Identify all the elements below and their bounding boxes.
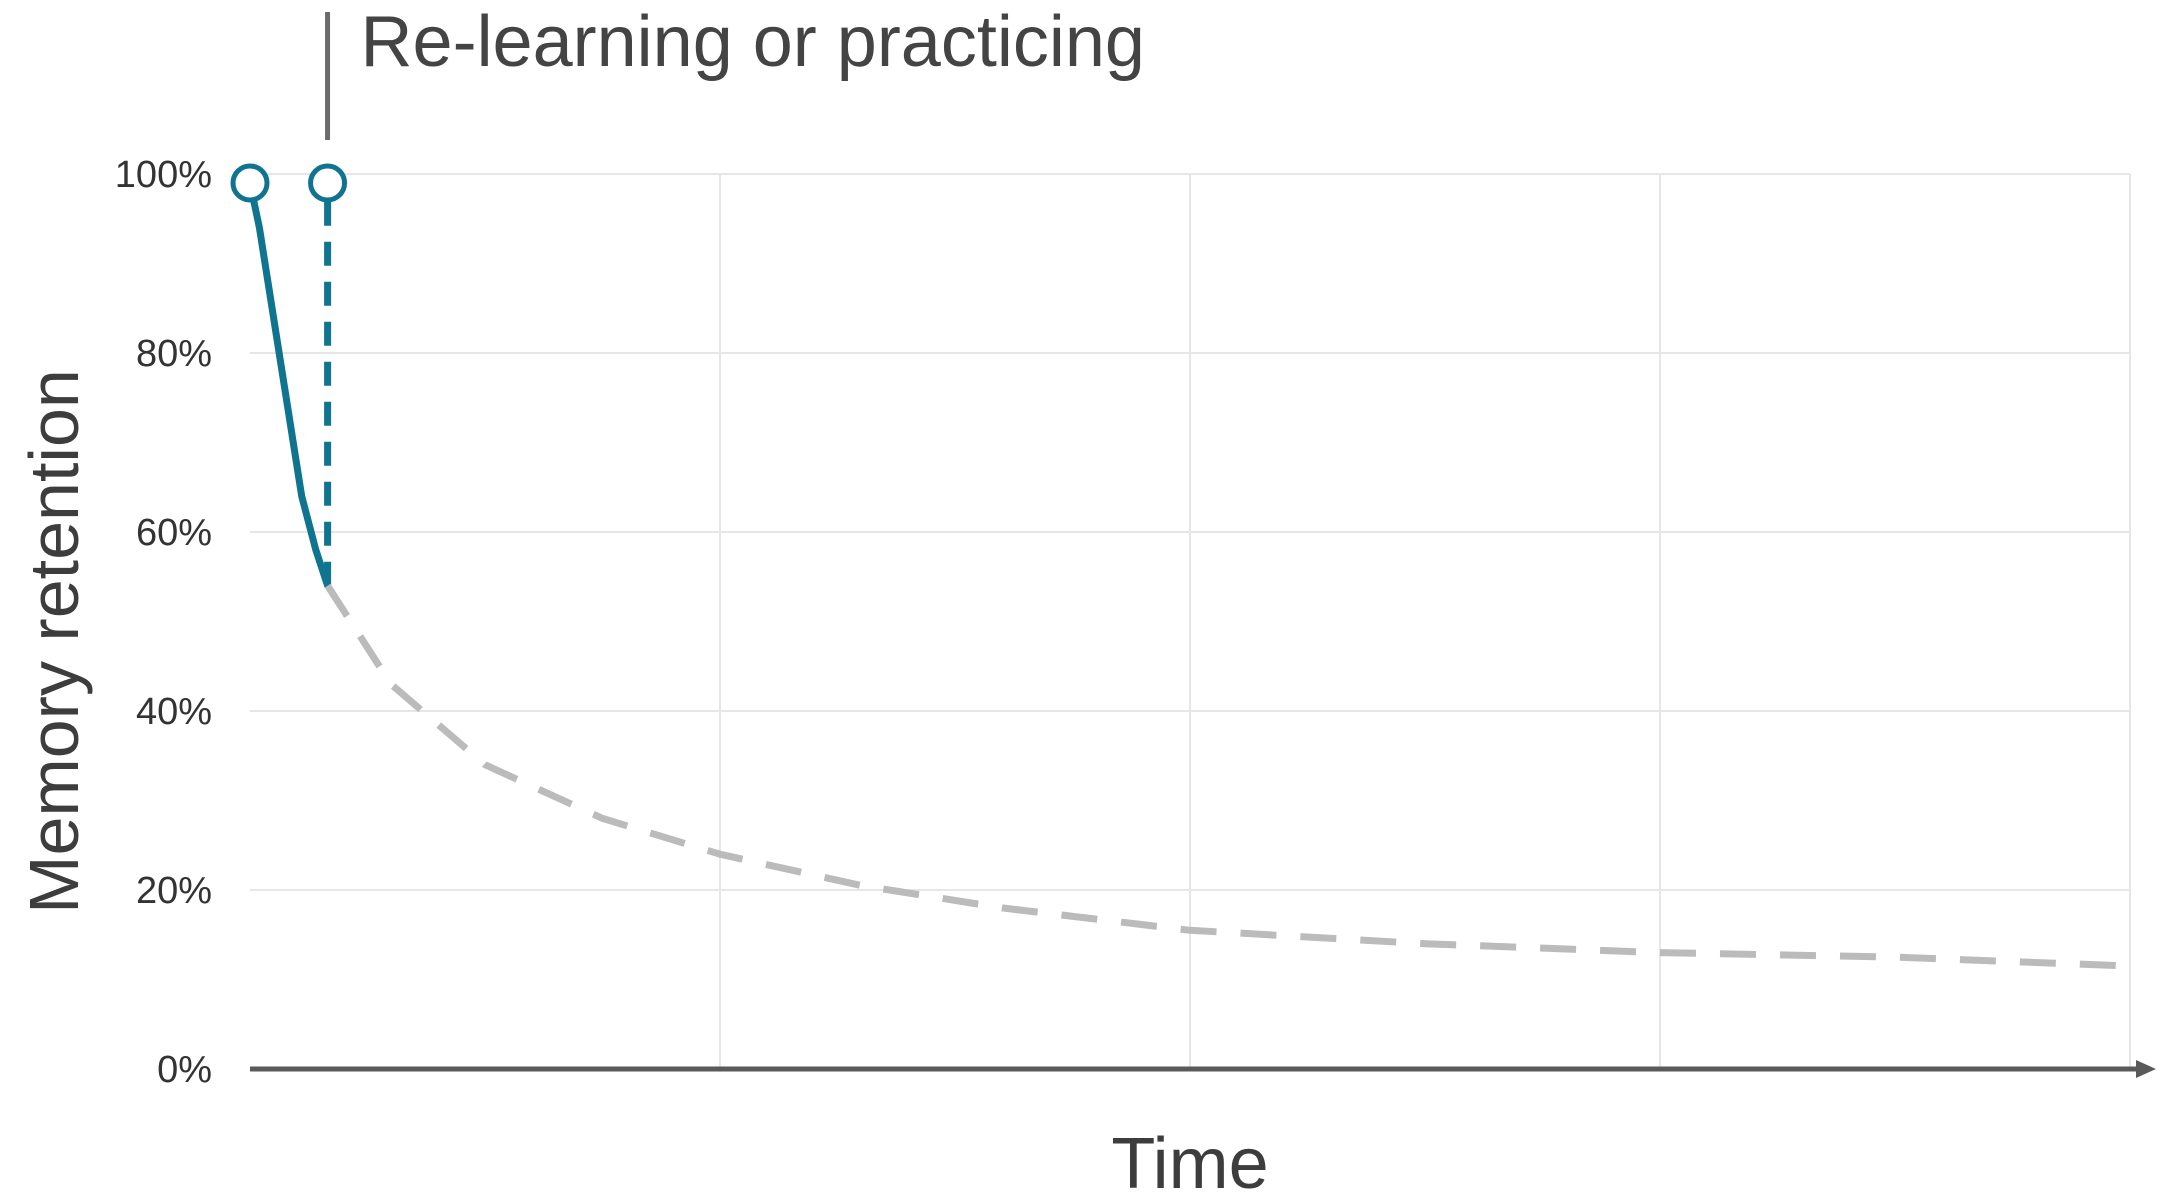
point-markers (230, 163, 348, 203)
y-tick-label-0: 0% (157, 1049, 212, 1091)
y-tick-label-1: 20% (136, 870, 212, 912)
relearning-annotation: Re-learning or practicing (325, 2, 1145, 140)
series-line-0 (246, 179, 332, 590)
y-axis-title: Memory retention (15, 369, 93, 914)
series-lines (246, 179, 2131, 970)
grid-lines (250, 173, 2131, 1069)
point-marker-1 (308, 163, 348, 203)
axes (250, 1060, 2156, 1078)
y-tick-labels: 0% 20% 40% 60% 80% 100% (115, 154, 212, 1091)
series-line-2 (324, 583, 2131, 970)
point-marker-0 (230, 163, 270, 203)
y-tick-label-2: 40% (136, 691, 212, 733)
x-axis-arrowhead (2136, 1060, 2156, 1078)
y-tick-label-4: 80% (136, 333, 212, 375)
annotation-label: Re-learning or practicing (361, 2, 1145, 82)
x-axis-title: Time (1111, 1124, 1268, 1196)
y-tick-label-3: 60% (136, 512, 212, 554)
y-tick-label-5: 100% (115, 154, 212, 196)
